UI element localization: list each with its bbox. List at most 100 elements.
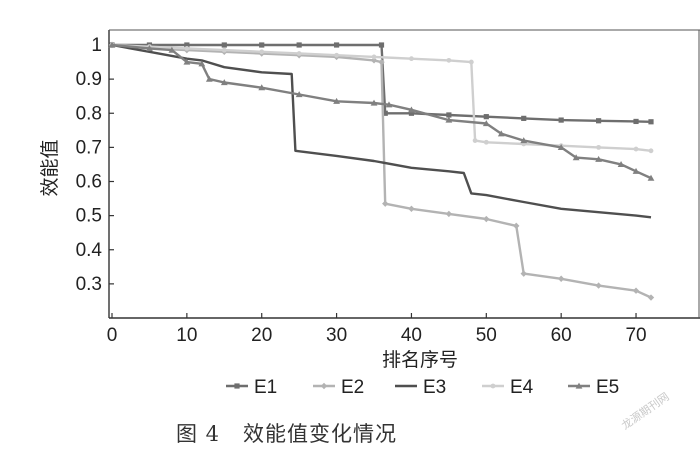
data-point: [497, 130, 505, 137]
y-tick-label: 0.9: [76, 69, 102, 90]
data-point: [295, 91, 303, 98]
data-point: [408, 205, 415, 212]
data-point: [370, 99, 378, 106]
legend-label: E3: [423, 377, 446, 398]
legend-item-e3: E3: [395, 377, 446, 398]
y-tick-label: 0.5: [76, 206, 102, 227]
legend-item-e4: E4: [482, 377, 534, 398]
data-point: [596, 144, 601, 150]
data-point: [409, 56, 414, 62]
legend-item-e2: E2: [313, 377, 364, 398]
data-point: [648, 148, 654, 154]
x-tick-label: 40: [401, 325, 422, 346]
data-point: [333, 42, 340, 48]
data-point: [333, 97, 340, 104]
data-point: [446, 112, 452, 118]
data-point: [572, 154, 580, 161]
x-tick-label: 20: [251, 325, 272, 346]
y-tick-label: 0.8: [76, 103, 102, 124]
data-point: [234, 383, 240, 389]
data-point: [445, 210, 453, 218]
data-point: [221, 42, 227, 48]
data-point: [575, 382, 583, 389]
data-point: [184, 42, 190, 48]
y-tick-label: 0.6: [76, 172, 102, 193]
data-point: [221, 47, 227, 53]
data-point: [633, 118, 639, 125]
series-e3: [111, 43, 652, 219]
data-point: [632, 167, 640, 174]
series-e4: [109, 42, 654, 154]
data-point: [168, 46, 176, 53]
data-point: [378, 58, 385, 66]
legend-label: E2: [341, 377, 364, 398]
data-point: [259, 42, 265, 48]
legend-label: E1: [254, 377, 277, 398]
data-point: [647, 174, 655, 181]
data-point: [483, 139, 489, 145]
data-point: [595, 118, 602, 124]
data-point: [382, 110, 388, 116]
data-point: [483, 215, 490, 223]
legend: E1 E2 E3 E4 E5: [226, 377, 619, 398]
x-tick-label: 60: [551, 325, 572, 346]
series-line: [111, 43, 652, 219]
series-e5: [108, 41, 655, 181]
data-point: [595, 282, 602, 289]
data-point: [146, 45, 153, 52]
data-point: [648, 119, 654, 125]
data-point: [258, 84, 266, 91]
legend-label: E5: [596, 377, 619, 398]
data-point: [382, 200, 389, 207]
data-point: [198, 60, 206, 67]
x-tick-label: 50: [476, 325, 497, 346]
data-point: [482, 120, 490, 127]
data-point: [520, 137, 528, 144]
data-point: [220, 79, 228, 86]
figure-caption: 图 4 效能值变化情况: [176, 422, 398, 446]
data-point: [205, 75, 213, 82]
data-point: [108, 41, 116, 48]
data-point: [513, 222, 520, 230]
series-e2: [108, 41, 655, 301]
legend-item-e1: E1: [226, 377, 277, 398]
data-point: [445, 116, 453, 123]
y-tick-label: 0.7: [76, 137, 102, 158]
data-point: [259, 49, 265, 55]
axes: [108, 29, 700, 319]
y-tick-label: 1: [91, 35, 102, 56]
data-point: [558, 117, 564, 123]
line-chart: 0 10 20 30 40 50 60 70 0.3 0.4 0.5 0.6 0.7 0.8 0.9 1 排名…: [39, 29, 700, 398]
data-point: [647, 294, 655, 301]
data-point: [595, 155, 602, 162]
data-point: [371, 54, 377, 60]
data-point: [184, 46, 190, 51]
data-point: [408, 106, 415, 113]
data-point: [370, 57, 378, 64]
data-point: [408, 110, 415, 116]
legend-label: E4: [510, 377, 534, 398]
data-point: [521, 115, 527, 121]
data-point: [633, 146, 639, 152]
data-point: [183, 58, 191, 65]
data-point: [334, 52, 339, 58]
legend-item-e5: E5: [568, 377, 619, 398]
data-point: [320, 382, 328, 390]
x-tick-label: 30: [326, 325, 347, 346]
data-point: [296, 51, 302, 56]
data-point: [617, 161, 625, 168]
x-tick-label: 10: [176, 325, 197, 346]
x-tick-label: 0: [107, 325, 118, 346]
data-point: [483, 114, 489, 120]
data-point: [385, 101, 393, 108]
data-point: [557, 143, 565, 150]
data-point: [378, 42, 385, 48]
data-point: [472, 138, 478, 143]
data-point: [490, 383, 496, 389]
x-axis-title: 排名序号: [382, 349, 458, 371]
y-axis-title: 效能值: [39, 139, 61, 196]
data-point: [557, 275, 565, 282]
data-point: [468, 59, 474, 65]
y-tick-label: 0.4: [76, 240, 103, 261]
